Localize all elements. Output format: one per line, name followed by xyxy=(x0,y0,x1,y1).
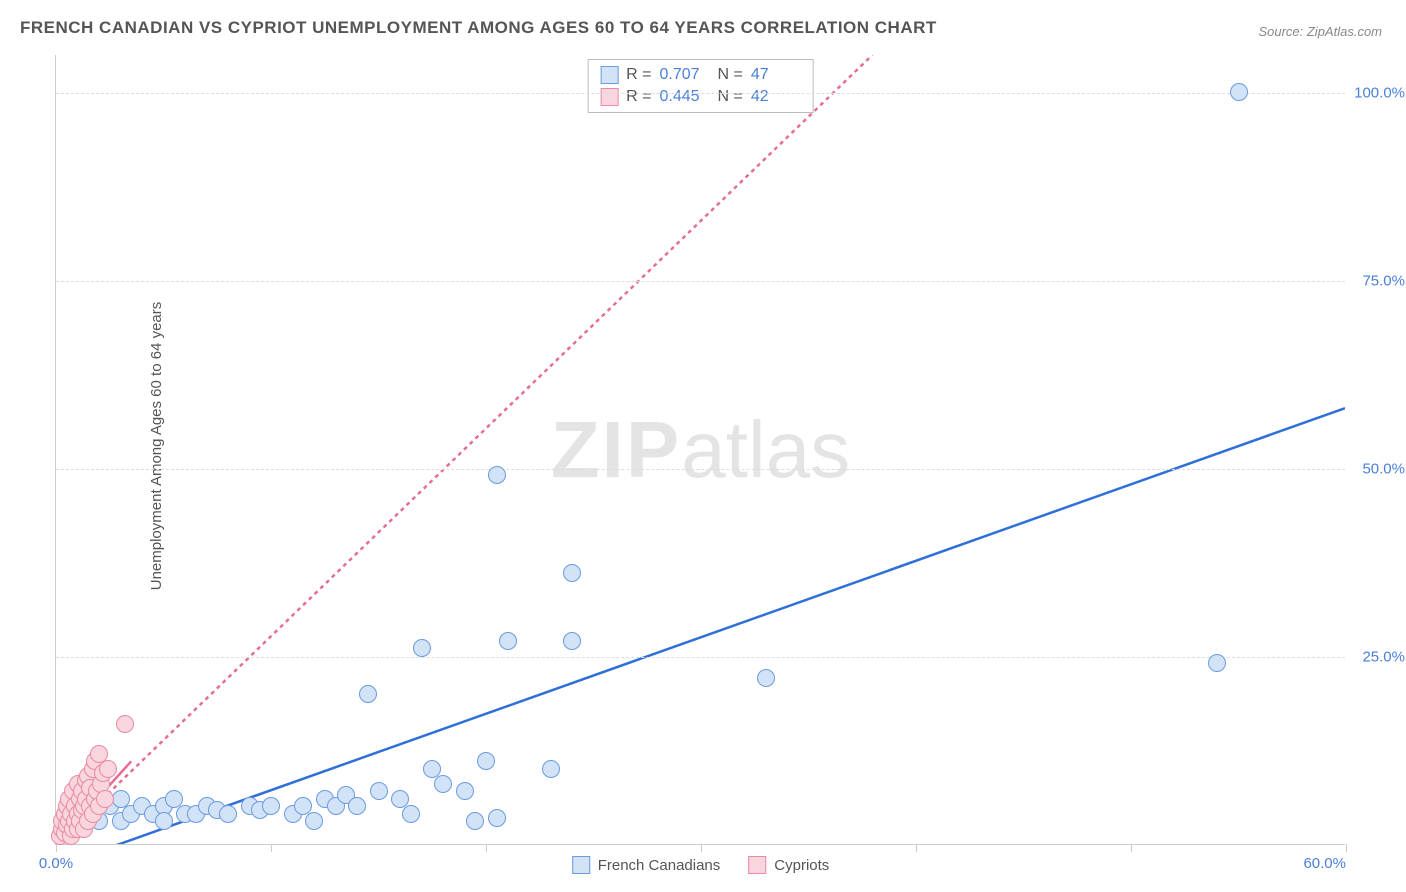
x-tick xyxy=(701,844,702,852)
data-point xyxy=(499,632,517,650)
r-value-cy: 0.445 xyxy=(660,88,710,106)
chart-title: FRENCH CANADIAN VS CYPRIOT UNEMPLOYMENT … xyxy=(20,18,937,38)
data-point xyxy=(219,805,237,823)
watermark: ZIPatlas xyxy=(551,404,850,496)
x-tick xyxy=(1346,844,1347,852)
legend: French Canadians Cypriots xyxy=(572,856,830,874)
watermark-light: atlas xyxy=(681,405,850,494)
stats-box: R = 0.707 N = 47 R = 0.445 N = 42 xyxy=(587,59,814,113)
swatch-cy xyxy=(600,88,618,106)
data-point xyxy=(563,564,581,582)
x-tick xyxy=(56,844,57,852)
data-point xyxy=(488,466,506,484)
legend-label-fc: French Canadians xyxy=(598,857,721,874)
data-point xyxy=(413,639,431,657)
x-tick xyxy=(1131,844,1132,852)
plot-area: ZIPatlas R = 0.707 N = 47 R = 0.445 N = … xyxy=(55,55,1345,845)
data-point xyxy=(466,812,484,830)
stats-row-fc: R = 0.707 N = 47 xyxy=(600,64,801,86)
data-point xyxy=(757,669,775,687)
swatch-fc xyxy=(600,66,618,84)
legend-item-fc: French Canadians xyxy=(572,856,721,874)
data-point xyxy=(262,797,280,815)
source-attribution: Source: ZipAtlas.com xyxy=(1258,24,1382,39)
gridline xyxy=(56,469,1345,470)
data-point xyxy=(1208,654,1226,672)
data-point xyxy=(359,685,377,703)
data-point xyxy=(402,805,420,823)
gridline xyxy=(56,93,1345,94)
gridline xyxy=(56,657,1345,658)
r-value-fc: 0.707 xyxy=(660,66,710,84)
x-tick xyxy=(486,844,487,852)
data-point xyxy=(116,715,134,733)
legend-label-cy: Cypriots xyxy=(774,857,829,874)
y-tick-label: 100.0% xyxy=(1354,84,1405,101)
regression-lines xyxy=(56,55,1345,844)
n-value-cy: 42 xyxy=(751,88,801,106)
data-point xyxy=(456,782,474,800)
data-point xyxy=(563,632,581,650)
stats-row-cy: R = 0.445 N = 42 xyxy=(600,86,801,108)
data-point xyxy=(305,812,323,830)
watermark-bold: ZIP xyxy=(551,405,681,494)
data-point xyxy=(348,797,366,815)
x-tick-label-min: 0.0% xyxy=(39,855,73,872)
data-point xyxy=(434,775,452,793)
data-point xyxy=(477,752,495,770)
data-point xyxy=(370,782,388,800)
y-tick-label: 25.0% xyxy=(1362,648,1405,665)
y-tick-label: 50.0% xyxy=(1362,460,1405,477)
legend-item-cy: Cypriots xyxy=(748,856,829,874)
data-point xyxy=(488,809,506,827)
data-point xyxy=(96,790,114,808)
x-tick xyxy=(271,844,272,852)
y-tick-label: 75.0% xyxy=(1362,272,1405,289)
data-point xyxy=(542,760,560,778)
n-value-fc: 47 xyxy=(751,66,801,84)
x-tick xyxy=(916,844,917,852)
legend-swatch-cy xyxy=(748,856,766,874)
data-point xyxy=(155,812,173,830)
gridline xyxy=(56,281,1345,282)
data-point xyxy=(99,760,117,778)
data-point xyxy=(1230,83,1248,101)
legend-swatch-fc xyxy=(572,856,590,874)
x-tick-label-max: 60.0% xyxy=(1303,855,1346,872)
